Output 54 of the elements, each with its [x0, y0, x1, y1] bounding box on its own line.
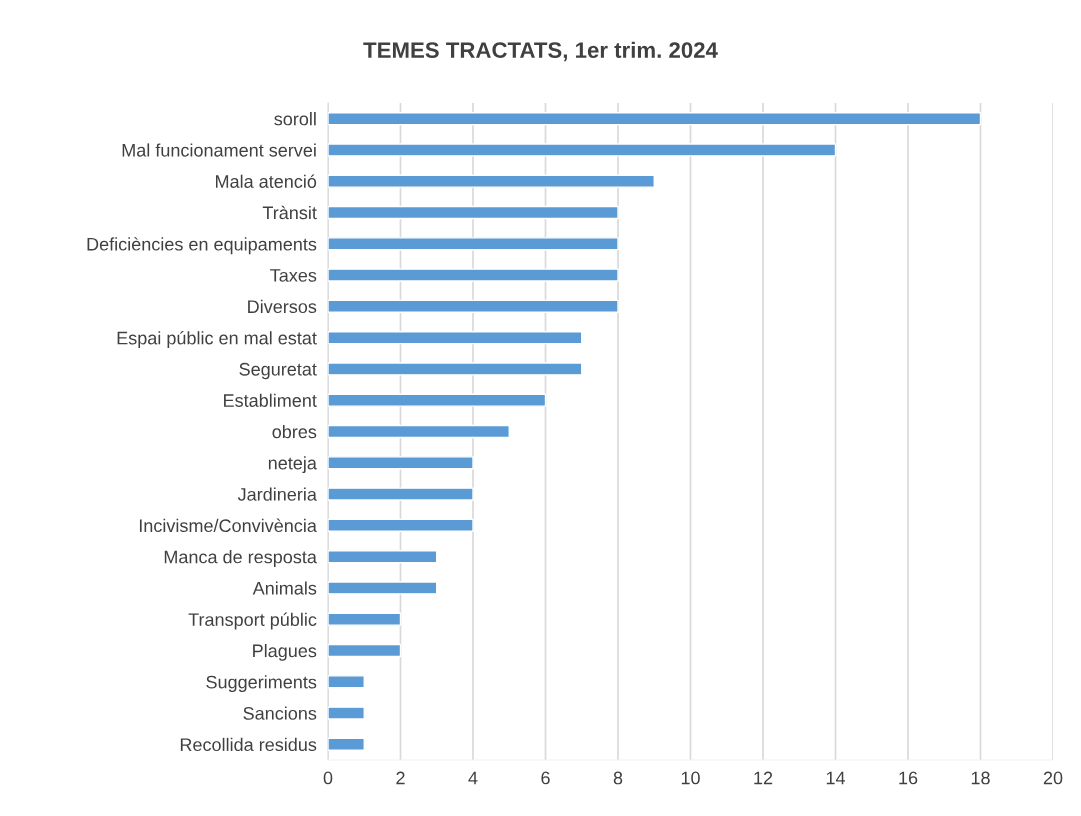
- x-tick-label: 0: [323, 771, 333, 785]
- x-tick-label: 12: [754, 771, 773, 785]
- x-tick-label: 2: [396, 771, 405, 785]
- bar: [328, 331, 583, 345]
- x-tick-label: 6: [541, 771, 550, 785]
- y-tick-label: Suggeriments: [206, 675, 317, 693]
- y-tick-label: Plagues: [253, 643, 317, 661]
- bar: [328, 612, 402, 626]
- bar: [328, 487, 474, 501]
- x-tick-label: 16: [899, 771, 918, 785]
- y-tick-label: Deficiències en equipaments: [87, 237, 317, 255]
- bar: [328, 737, 365, 751]
- bar: [328, 237, 619, 251]
- x-tick-label: 4: [468, 771, 478, 785]
- bar: [328, 174, 655, 188]
- bar: [328, 299, 619, 313]
- bar: [328, 362, 583, 376]
- y-tick-label: Espai públic en mal estat: [117, 330, 317, 349]
- bar: [328, 268, 619, 282]
- bar: [328, 456, 474, 470]
- y-tick-label: Mal funcionament servei: [122, 143, 316, 157]
- bar: [328, 424, 510, 439]
- y-tick-label: Transport públic: [188, 612, 317, 630]
- y-tick-label: Trànsit: [262, 205, 317, 220]
- y-tick-label: soroll: [274, 112, 316, 126]
- x-tick-label: 10: [681, 771, 700, 785]
- bar: [328, 706, 365, 720]
- y-tick-label: obres: [272, 424, 317, 439]
- x-tick-label: 8: [613, 771, 623, 785]
- bar: [328, 205, 619, 220]
- bar: [328, 393, 547, 407]
- bar: [328, 112, 982, 126]
- x-tick-label: 20: [1043, 771, 1063, 785]
- y-tick-label: Recollida residus: [180, 737, 317, 752]
- x-tick-label: 14: [826, 771, 846, 785]
- y-tick-label: Manca de resposta: [164, 550, 317, 567]
- bar: [328, 550, 438, 564]
- y-tick-label: neteja: [268, 456, 317, 474]
- y-tick-label: Taxes: [270, 269, 317, 282]
- y-tick-label: Diversos: [248, 299, 317, 314]
- bar: [328, 143, 837, 157]
- y-tick-label: Animals: [252, 581, 317, 595]
- bar: [328, 518, 474, 532]
- x-tick-label: 18: [971, 771, 990, 785]
- y-tick-label: Jardineria: [237, 487, 317, 501]
- y-tick-label: Establiment: [224, 393, 317, 407]
- y-tick-label: Sancions: [243, 706, 317, 720]
- bar: [328, 643, 402, 658]
- bar: [328, 675, 365, 689]
- bar: [328, 581, 438, 595]
- y-tick-label: Incivisme/Convivència: [139, 518, 317, 533]
- chart-title: TEMES TRACTATS, 1er trim. 2024: [363, 41, 718, 62]
- y-tick-label: Seguretat: [239, 362, 317, 380]
- y-tick-label: Mala atenció: [216, 174, 317, 188]
